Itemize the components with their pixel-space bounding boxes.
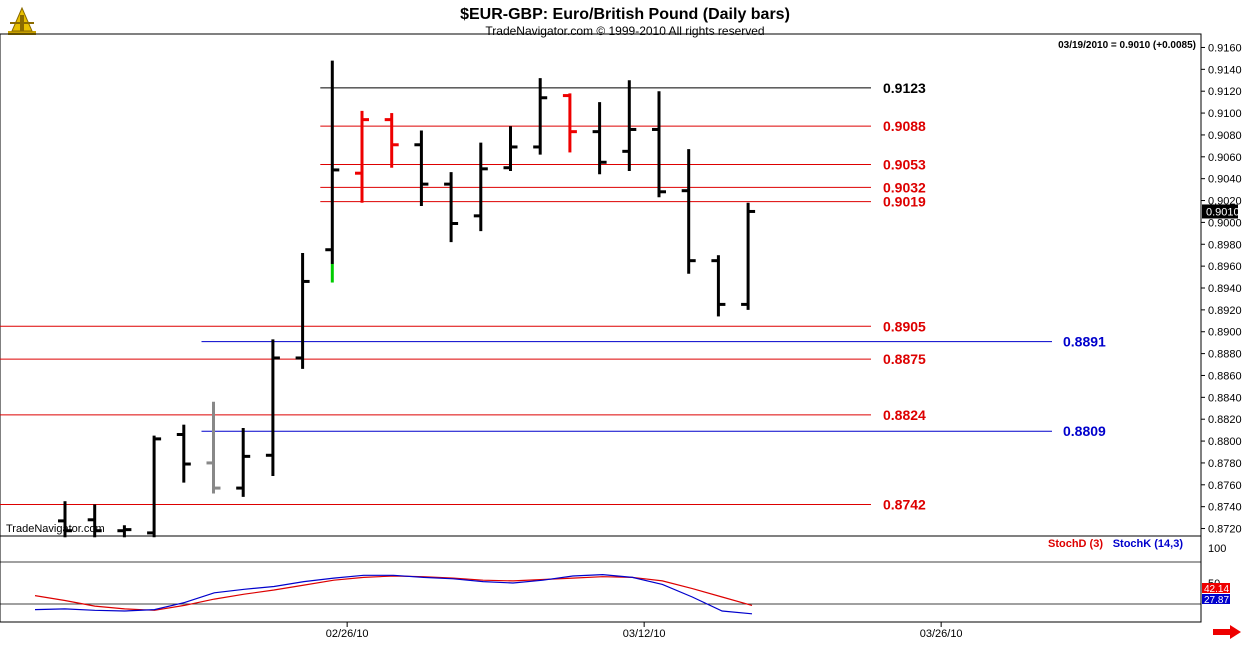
copyright-text: TradeNavigator.com © 1999-2010 All right… — [485, 24, 764, 38]
price-tick-label: 0.8880 — [1208, 349, 1242, 361]
level-label: 0.9123 — [883, 80, 926, 96]
level-label: 0.8875 — [883, 351, 926, 367]
level-label: 0.8824 — [883, 407, 926, 423]
stochk-last-value: 27.87 — [1204, 595, 1229, 606]
price-tick-label: 0.8720 — [1208, 524, 1242, 536]
price-tick-label: 0.9080 — [1208, 130, 1242, 142]
chart-title: $EUR-GBP: Euro/British Pound (Daily bars… — [460, 6, 790, 23]
price-tick-label: 0.9160 — [1208, 42, 1242, 54]
price-tick-label: 0.9000 — [1208, 217, 1242, 229]
price-tick-label: 0.9120 — [1208, 86, 1242, 98]
stochk-last-box — [1202, 594, 1230, 604]
level-label: 0.9019 — [883, 194, 926, 210]
level-label: 0.9088 — [883, 118, 926, 134]
stochd-last-value: 42.14 — [1204, 584, 1229, 595]
stochastic-series-line — [34, 575, 753, 611]
price-tick-label: 0.9040 — [1208, 174, 1242, 186]
last-price-label: 0.9010 — [1206, 206, 1240, 218]
stochastic-tick-label: 100 — [1208, 543, 1226, 555]
scroll-right-arrow-icon[interactable] — [1212, 624, 1242, 640]
price-tick-label: 0.8980 — [1208, 239, 1242, 251]
price-tick-label: 0.8900 — [1208, 327, 1242, 339]
price-tick-label: 0.8940 — [1208, 283, 1242, 295]
price-tick-label: 0.9060 — [1208, 152, 1242, 164]
price-tick-label: 0.8820 — [1208, 414, 1242, 426]
tradenavigator-logo-icon[interactable] — [6, 5, 38, 37]
price-tick-label: 0.8780 — [1208, 458, 1242, 470]
level-label: 0.9032 — [883, 179, 926, 195]
level-label: 0.8905 — [883, 318, 926, 334]
level-label: 0.8809 — [1063, 423, 1106, 439]
level-label: 0.8742 — [883, 496, 926, 512]
price-tick-label: 0.8860 — [1208, 370, 1242, 382]
price-tick-label: 0.8920 — [1208, 305, 1242, 317]
watermark-text: TradeNavigator.com — [6, 523, 105, 535]
stochk-legend: StochK (14,3) — [1113, 538, 1184, 550]
level-label: 0.9053 — [883, 156, 926, 172]
date-tick-label: 03/26/10 — [920, 628, 963, 640]
price-tick-label: 0.8840 — [1208, 392, 1242, 404]
last-quote-text: 03/19/2010 = 0.9010 (+0.0085) — [1058, 40, 1196, 51]
price-tick-label: 0.8800 — [1208, 436, 1242, 448]
price-tick-label: 0.8740 — [1208, 502, 1242, 514]
stochd-last-box — [1202, 583, 1230, 593]
price-tick-label: 0.9140 — [1208, 64, 1242, 76]
date-tick-label: 03/12/10 — [623, 628, 666, 640]
last-price-box — [1202, 204, 1238, 219]
price-tick-label: 0.8960 — [1208, 261, 1242, 273]
stochastic-panel-frame — [0, 535, 1202, 623]
stochastic-series-line — [34, 573, 753, 615]
price-tick-label: 0.8760 — [1208, 480, 1242, 492]
date-tick-label: 02/26/10 — [326, 628, 369, 640]
price-tick-label: 0.9100 — [1208, 108, 1242, 120]
level-label: 0.8891 — [1063, 334, 1106, 350]
stochd-legend: StochD (3) — [1048, 538, 1103, 550]
